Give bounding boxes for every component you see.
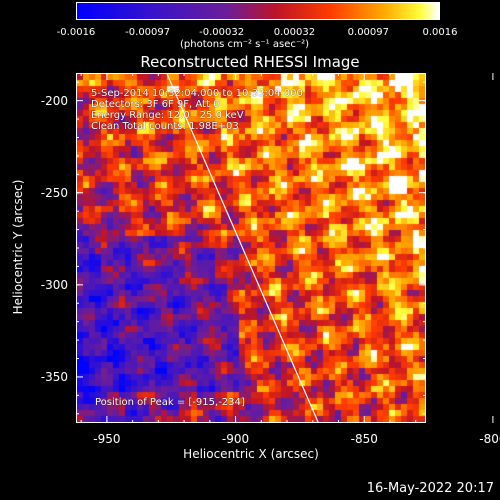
y-axis-label: Heliocentric Y (arcsec) — [11, 179, 25, 315]
annotation-peak-position: Position of Peak = [-915,-234] — [95, 397, 245, 408]
colorbar-tick-label: -0.00032 — [199, 27, 245, 38]
colorbar-unit: (photons cm⁻² s⁻¹ asec⁻²) — [180, 39, 310, 50]
colorbar-tick-label: 0.00097 — [347, 27, 390, 38]
annotation-total-counts: Clean Total counts: 1.98E+03 — [91, 121, 239, 132]
annotation-time-range: 5-Sep-2014 10:32:04.000 to 10:33:04.000 — [91, 88, 303, 99]
y-tick-label: -200 — [40, 93, 68, 108]
x-tick-label: -800 — [479, 432, 500, 446]
y-tick-label: -300 — [40, 277, 68, 292]
heatmap-image — [77, 74, 425, 422]
colorbar-tick-label: 0.00032 — [273, 27, 316, 38]
x-tick-label: -900 — [221, 432, 250, 446]
y-tick-label: -250 — [40, 185, 68, 200]
solar-limb-line — [166, 74, 319, 422]
annotation-detectors: Detectors: 3F 6F 9F, Att 0 — [91, 99, 220, 110]
chart-title: Reconstructed RHESSI Image — [140, 53, 360, 71]
y-tick-label: -350 — [40, 369, 68, 384]
colorbar-tick-label: -0.00097 — [125, 27, 171, 38]
annotation-energy-range: Energy Range: 12.0 - 25.0 keV — [91, 110, 244, 121]
x-tick-label: -850 — [350, 432, 378, 446]
x-tick-label: -950 — [93, 432, 121, 446]
limb-line-svg — [166, 74, 319, 422]
colorbar — [76, 2, 440, 20]
x-axis-label: Heliocentric X (arcsec) — [183, 447, 319, 461]
colorbar-tick-label: 0.0016 — [422, 27, 458, 38]
colorbar-tick-label: -0.0016 — [56, 27, 96, 38]
footer-timestamp: 16-May-2022 20:17 — [366, 481, 494, 496]
plot-area: 5-Sep-2014 10:32:04.000 to 10:33:04.000 … — [76, 73, 426, 423]
